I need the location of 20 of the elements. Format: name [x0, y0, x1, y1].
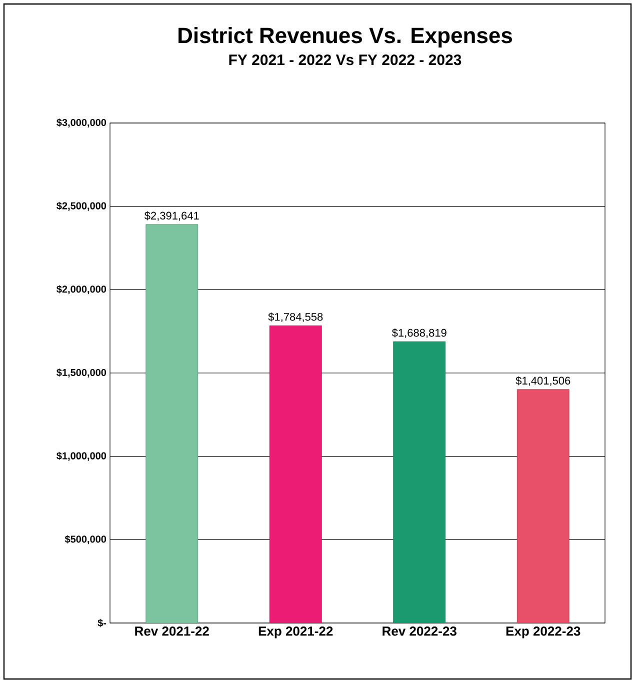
bar: [393, 341, 446, 623]
data-label: $1,784,558: [268, 312, 323, 322]
chart-subtitle: FY 2021 - 2022 Vs FY 2022 - 2023: [229, 54, 462, 66]
y-tick-label: $500,000: [64, 535, 106, 544]
x-tick-label: Rev 2022-23: [382, 626, 456, 636]
chart-title: District Revenues Vs. Expenses: [178, 27, 512, 48]
x-tick-label: Exp 2021-22: [258, 626, 333, 638]
data-label: $1,401,506: [516, 376, 570, 386]
y-tick-label: $3,000,000: [56, 118, 106, 128]
y-tick-label: $-: [98, 618, 106, 628]
y-tick-label: $1,000,000: [56, 452, 106, 461]
x-tick-label: Rev 2021-22: [135, 626, 209, 636]
data-label: $2,391,641: [144, 211, 199, 221]
y-tick-label: $1,500,000: [56, 368, 106, 378]
bar: [146, 224, 198, 623]
data-label: $1,688,819: [392, 328, 446, 338]
bar: [269, 325, 322, 623]
y-tick-label: $2,500,000: [56, 202, 106, 211]
y-tick-label: $2,000,000: [56, 285, 106, 294]
x-tick-label: Exp 2022-23: [506, 626, 580, 638]
